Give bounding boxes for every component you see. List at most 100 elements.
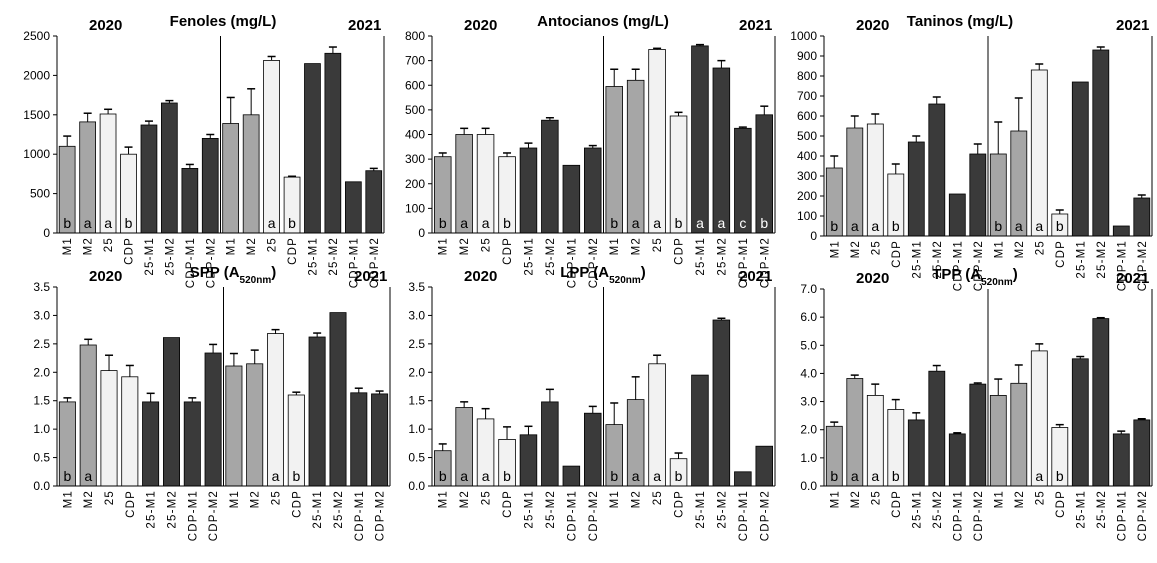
bar-cdp-m1-2021 (1112, 433, 1130, 487)
significance-letter: b (610, 215, 618, 231)
bar-25-m2-2020 (541, 119, 559, 234)
significance-letter: a (272, 468, 280, 484)
bar-cdp-m2-2020 (204, 352, 222, 487)
category-label: 25 (104, 490, 116, 505)
bar-25-m1-2020 (519, 147, 538, 234)
y-tick-label: 600 (405, 78, 425, 92)
category-label: CDP-M2 (759, 237, 771, 288)
chart-title-main: Taninos (mg/L) (907, 13, 1013, 30)
category-label: CDP-M2 (1137, 240, 1149, 291)
category-label: M1 (829, 490, 841, 508)
y-tick-label: 1000 (790, 29, 817, 43)
chart-title: Taninos (mg/L) (907, 13, 1013, 30)
category-label: CDP-M2 (205, 237, 217, 288)
year-label-2020: 2020 (89, 268, 122, 285)
y-tick-label: 500 (30, 187, 50, 201)
category-label: M1 (993, 240, 1005, 258)
bar-cdp-m2-2020 (969, 383, 987, 487)
category-label: 25-M1 (695, 237, 707, 276)
category-label: M1 (438, 237, 450, 255)
year-label-2020: 2020 (856, 17, 889, 34)
category-label: 25-M2 (328, 237, 340, 276)
y-tick-label: 3.0 (33, 308, 50, 322)
category-label: 25 (870, 490, 882, 505)
category-label: M2 (631, 490, 643, 508)
year-label-2021: 2021 (354, 268, 387, 285)
significance-letter: b (1056, 468, 1064, 484)
significance-letter: a (1035, 468, 1043, 484)
y-tick-label: 500 (797, 129, 817, 143)
category-label: CDP (287, 237, 299, 265)
bar-cdp-m2-2021 (365, 170, 383, 234)
year-label-2021: 2021 (1116, 270, 1149, 287)
y-tick-label: 5.0 (800, 338, 817, 352)
y-tick-label: 600 (797, 109, 817, 123)
chart-title: Antocianos (mg/L) (537, 13, 669, 30)
bar-25-m2-2021 (324, 52, 342, 234)
bar-cdp-m2-2021 (1133, 419, 1151, 487)
significance-letter: a (482, 468, 490, 484)
y-tick-label: 2.0 (33, 365, 50, 379)
bar-m1-2021 (605, 86, 624, 234)
significance-letter: a (653, 215, 661, 231)
significance-letter: a (1035, 218, 1043, 234)
y-tick-label: 0.0 (33, 479, 50, 493)
category-label: CDP (891, 490, 903, 518)
category-label: M2 (246, 237, 258, 255)
y-tick-label: 800 (797, 69, 817, 83)
y-tick-label: 700 (405, 54, 425, 68)
category-label: 25-M2 (716, 490, 728, 529)
category-label: 25-M2 (716, 237, 728, 276)
bar-25-2020 (100, 370, 118, 487)
category-label: 25-M1 (312, 490, 324, 529)
year-label-2020: 2020 (89, 17, 122, 34)
bar-25-m1-2021 (1071, 81, 1089, 237)
category-label: M1 (993, 490, 1005, 508)
y-tick-label: 1500 (23, 108, 50, 122)
y-tick-label: 200 (405, 177, 425, 191)
category-label: CDP-M1 (185, 237, 197, 288)
category-label: M2 (850, 490, 862, 508)
chart-title-main: Fenoles (mg/L) (170, 13, 277, 30)
bar-m2-2020 (79, 344, 97, 487)
chart-title-main: SPP (A (190, 264, 240, 281)
category-label: CDP (674, 237, 686, 265)
category-label: CDP (502, 490, 514, 518)
chart-title: SPP (A520nm) (190, 264, 276, 286)
year-label-2020: 2020 (464, 268, 497, 285)
y-tick-label: 1.5 (33, 394, 50, 408)
category-label: CDP-M1 (348, 237, 360, 288)
significance-letter: b (892, 218, 900, 234)
bar-cdp-m2-2021 (371, 393, 389, 487)
bar-cdp-m1-2021 (1112, 225, 1130, 237)
significance-letter: a (696, 215, 704, 231)
category-label: 25-M1 (1075, 490, 1087, 529)
y-tick-label: 2.0 (408, 365, 425, 379)
category-label: M1 (62, 490, 74, 508)
category-label: CDP-M1 (566, 490, 578, 541)
category-label: CDP-M2 (759, 490, 771, 541)
y-tick-label: 1.0 (800, 451, 817, 465)
y-tick-label: 1.0 (33, 422, 50, 436)
category-label: M2 (1014, 490, 1026, 508)
bar-25-m2-2020 (541, 401, 559, 487)
category-label: CDP-M1 (738, 490, 750, 541)
category-label: M1 (229, 490, 241, 508)
year-label-2021: 2021 (739, 17, 772, 34)
category-label: M1 (226, 237, 238, 255)
category-label: 25 (652, 490, 664, 505)
significance-letter: a (653, 468, 661, 484)
category-label: M2 (459, 490, 471, 508)
y-tick-label: 300 (405, 152, 425, 166)
category-label: CDP-M2 (588, 237, 600, 288)
bar-25-m1-2021 (1071, 358, 1089, 487)
category-label: CDP-M2 (208, 490, 220, 541)
significance-letter: b (1056, 218, 1064, 234)
significance-letter: c (739, 215, 746, 231)
category-label: CDP-M1 (1116, 240, 1128, 291)
significance-letter: b (830, 218, 838, 234)
y-tick-label: 3.0 (408, 308, 425, 322)
category-label: CDP (125, 490, 137, 518)
category-label: CDP (1055, 490, 1067, 518)
